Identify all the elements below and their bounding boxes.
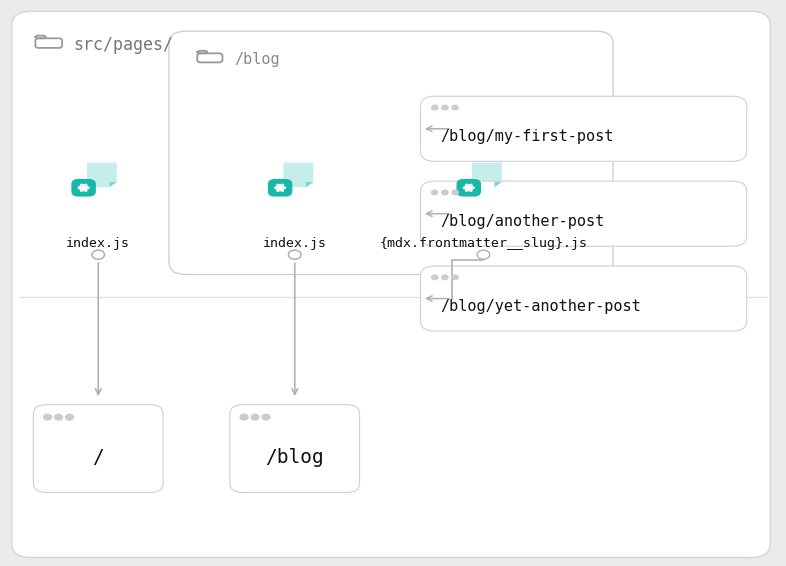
Polygon shape [109,182,117,187]
Circle shape [477,250,490,259]
FancyBboxPatch shape [457,179,481,196]
Polygon shape [306,182,314,187]
Text: /: / [93,448,104,467]
Circle shape [65,414,74,420]
Circle shape [432,275,438,280]
Polygon shape [284,162,314,187]
Circle shape [432,190,438,195]
FancyBboxPatch shape [33,405,163,492]
FancyBboxPatch shape [421,181,747,246]
Text: src/pages/: src/pages/ [73,36,173,54]
Text: /blog/yet-another-post: /blog/yet-another-post [440,299,641,314]
Circle shape [241,414,248,420]
Circle shape [288,250,301,259]
Circle shape [263,414,270,420]
Polygon shape [494,182,502,187]
Circle shape [452,105,458,110]
Polygon shape [87,162,117,187]
Text: {mdx.frontmatter__slug}.js: {mdx.frontmatter__slug}.js [380,237,587,250]
Circle shape [44,414,52,420]
Circle shape [442,190,448,195]
Circle shape [92,250,105,259]
FancyBboxPatch shape [72,179,96,196]
Circle shape [432,105,438,110]
FancyBboxPatch shape [12,11,770,558]
Text: /blog: /blog [234,52,280,67]
Circle shape [452,190,458,195]
Circle shape [452,275,458,280]
Circle shape [252,414,259,420]
FancyBboxPatch shape [421,266,747,331]
FancyBboxPatch shape [421,96,747,161]
Circle shape [278,186,282,189]
Text: /blog: /blog [266,448,324,467]
Circle shape [467,186,471,189]
FancyBboxPatch shape [268,179,292,196]
FancyBboxPatch shape [230,405,360,492]
FancyBboxPatch shape [20,297,766,552]
Polygon shape [472,162,502,187]
Text: index.js: index.js [263,237,327,250]
Circle shape [82,186,86,189]
Circle shape [54,414,63,420]
Text: /blog/another-post: /blog/another-post [440,214,604,229]
Text: /blog/my-first-post: /blog/my-first-post [440,129,614,144]
Text: index.js: index.js [66,237,130,250]
Circle shape [442,275,448,280]
FancyBboxPatch shape [169,31,613,275]
Circle shape [442,105,448,110]
